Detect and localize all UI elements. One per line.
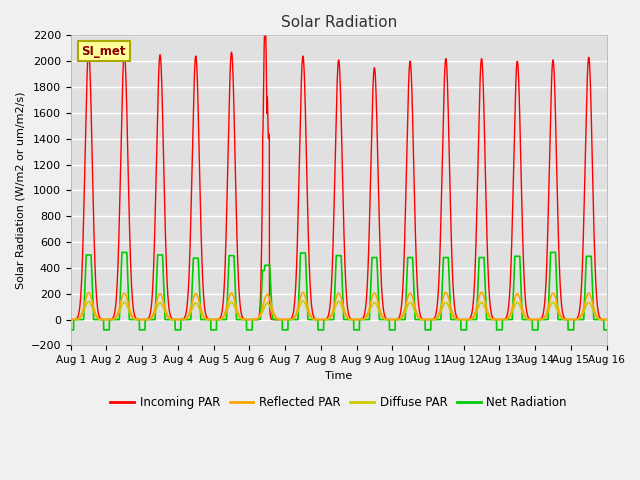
Text: SI_met: SI_met	[81, 45, 126, 58]
X-axis label: Time: Time	[325, 371, 352, 381]
Legend: Incoming PAR, Reflected PAR, Diffuse PAR, Net Radiation: Incoming PAR, Reflected PAR, Diffuse PAR…	[106, 392, 572, 414]
Title: Solar Radiation: Solar Radiation	[280, 15, 397, 30]
Y-axis label: Solar Radiation (W/m2 or um/m2/s): Solar Radiation (W/m2 or um/m2/s)	[15, 92, 25, 289]
